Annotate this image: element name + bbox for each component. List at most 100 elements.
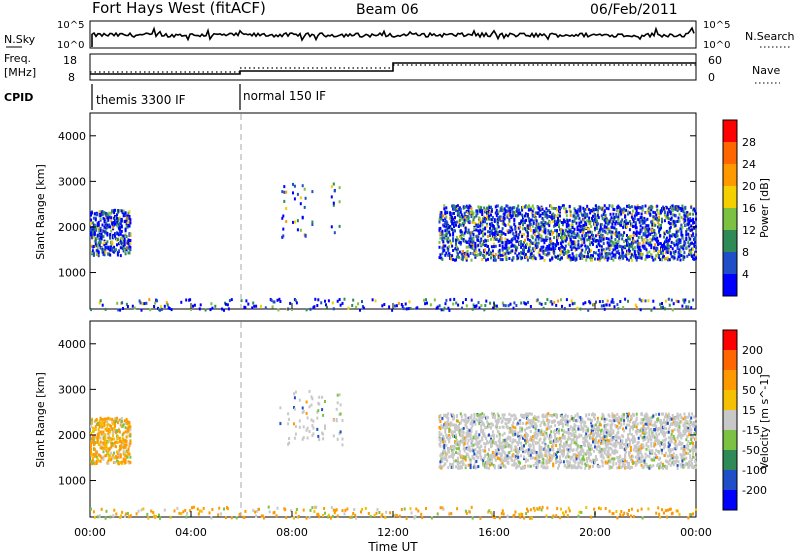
scatter-cell <box>576 228 579 232</box>
scatter-cell <box>563 220 566 224</box>
scatter-cell <box>602 212 605 216</box>
scatter-cell <box>121 301 124 305</box>
scatter-cell <box>504 233 507 236</box>
scatter-cell <box>623 231 626 235</box>
scatter-cell <box>588 235 591 239</box>
scatter-cell <box>480 427 483 431</box>
scatter-cell <box>669 245 672 249</box>
scatter-cell <box>99 454 102 458</box>
scatter-cell <box>657 243 660 246</box>
scatter-cell <box>124 213 127 217</box>
scatter-cell <box>682 237 685 241</box>
scatter-cell <box>664 299 667 303</box>
scatter-cell <box>124 227 127 231</box>
scatter-cell <box>628 258 630 262</box>
scatter-cell <box>98 424 101 428</box>
scatter-cell <box>574 424 577 428</box>
scatter-cell <box>244 306 247 310</box>
scatter-cell <box>662 250 664 254</box>
scatter-cell <box>558 420 560 424</box>
scatter-cell <box>579 209 582 213</box>
scatter-cell <box>325 303 327 307</box>
scatter-cell <box>91 453 93 456</box>
scatter-cell <box>559 457 561 461</box>
scatter-cell <box>478 220 481 224</box>
scatter-cell <box>93 447 96 451</box>
scatter-cell <box>104 438 107 442</box>
scatter-cell <box>463 206 466 209</box>
scatter-cell <box>491 215 494 219</box>
scatter-cell <box>458 218 461 222</box>
scatter-cell <box>615 220 618 224</box>
station-title: Fort Hays West (fitACF) <box>92 0 266 17</box>
scatter-cell <box>524 460 527 464</box>
scatter-cell <box>523 444 525 448</box>
scatter-cell <box>573 441 576 445</box>
scatter-cell <box>614 238 617 241</box>
scatter-cell <box>170 308 173 312</box>
scatter-cell <box>309 307 312 311</box>
scatter-cell <box>311 424 314 428</box>
scatter-cell <box>658 218 661 222</box>
scatter-cell <box>492 225 495 229</box>
scatter-cell <box>685 236 688 240</box>
scatter-cell <box>489 226 491 230</box>
scatter-cell <box>553 236 556 240</box>
scatter-cell <box>332 203 335 207</box>
scatter-cell <box>563 434 566 438</box>
scatter-cell <box>537 237 540 241</box>
scatter-cell <box>129 241 132 245</box>
scatter-cell <box>588 216 591 220</box>
scatter-cell <box>347 306 350 310</box>
scatter-cell <box>293 184 296 188</box>
scatter-cell <box>442 426 445 430</box>
scatter-cell <box>614 255 617 259</box>
scatter-cell <box>552 220 555 224</box>
scatter-cell <box>507 418 510 421</box>
scatter-cell <box>524 465 526 469</box>
scatter-cell <box>573 207 576 211</box>
scatter-cell <box>90 231 92 235</box>
scatter-cell <box>563 233 566 237</box>
scatter-cell <box>586 219 589 223</box>
scatter-cell <box>636 249 639 253</box>
scatter-cell <box>601 229 604 233</box>
freq-panel: Freq. [MHz] 18 8 60 0 Nave <box>4 52 780 84</box>
scatter-cell <box>650 208 653 212</box>
scatter-cell <box>464 438 467 442</box>
scatter-cell <box>293 422 295 426</box>
scatter-cell <box>528 425 531 429</box>
scatter-cell <box>551 232 554 236</box>
scatter-cell <box>635 226 638 230</box>
scatter-cell <box>537 441 540 445</box>
scatter-cell <box>537 415 540 419</box>
scatter-cell <box>508 219 511 223</box>
scatter-cell <box>567 432 570 436</box>
scatter-cell <box>494 458 497 462</box>
scatter-cell <box>557 254 559 258</box>
scatter-cell <box>361 300 363 304</box>
scatter-cell <box>496 446 499 450</box>
scatter-cell <box>491 451 494 454</box>
scatter-cell <box>564 244 567 248</box>
scatter-cell <box>592 242 594 246</box>
scatter-cell <box>665 246 668 250</box>
scatter-cell <box>553 300 556 304</box>
scatter-cell <box>549 211 552 214</box>
scatter-cell <box>526 214 529 218</box>
scatter-cell <box>654 243 657 247</box>
scatter-cell <box>548 251 551 255</box>
scatter-cell <box>502 425 505 429</box>
scatter-cell <box>577 214 580 217</box>
scatter-cell <box>294 390 297 394</box>
scatter-cell <box>488 448 490 452</box>
scatter-cell <box>577 427 580 431</box>
scatter-cell <box>574 244 577 248</box>
scatter-cell <box>448 252 451 256</box>
scatter-cell <box>639 219 642 223</box>
scatter-cell <box>552 462 555 466</box>
scatter-cell <box>688 226 691 230</box>
scatter-cell <box>443 204 446 208</box>
scatter-cell <box>651 255 654 259</box>
scatter-cell <box>293 392 295 396</box>
